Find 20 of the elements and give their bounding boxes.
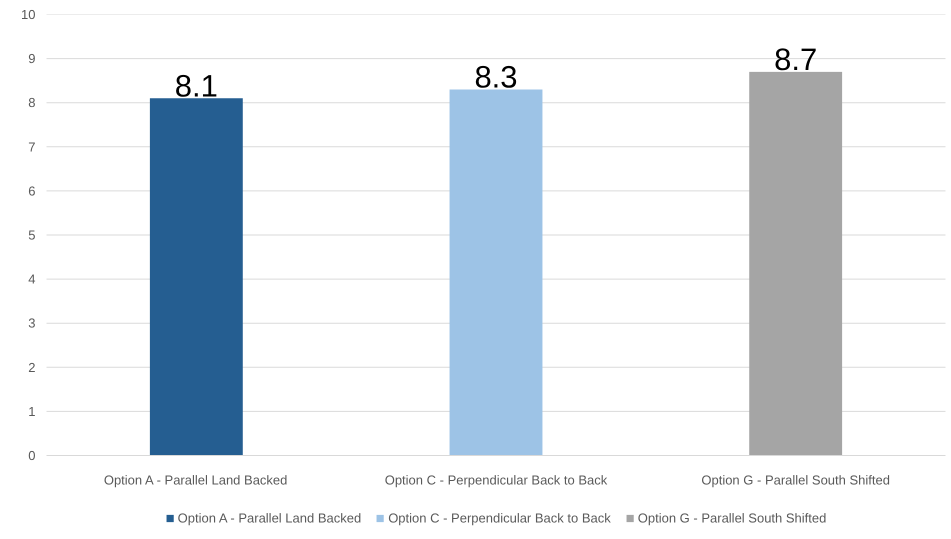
x-tick-label: Option A - Parallel Land Backed bbox=[104, 472, 288, 488]
legend-label: Option C - Perpendicular Back to Back bbox=[388, 510, 611, 526]
y-tick-label: 5 bbox=[28, 228, 36, 242]
data-label: 8.7 bbox=[774, 42, 818, 77]
y-tick-label: 2 bbox=[28, 360, 36, 375]
x-tick-label: Option C - Perpendicular Back to Back bbox=[384, 472, 608, 488]
y-tick-label: 4 bbox=[28, 272, 36, 287]
data-label: 8.1 bbox=[174, 68, 218, 104]
y-tick-label: 0 bbox=[28, 448, 36, 463]
y-tick-label: 1 bbox=[28, 404, 36, 419]
y-tick-label: 3 bbox=[28, 316, 36, 331]
y-tick-label: 8 bbox=[28, 95, 36, 110]
y-tick-label: 9 bbox=[28, 51, 36, 66]
x-tick-label: Option G - Parallel South Shifted bbox=[701, 472, 890, 488]
data-label: 8.3 bbox=[474, 59, 518, 94]
legend-label: Option G - Parallel South Shifted bbox=[638, 510, 826, 526]
legend-label: Option A - Parallel Land Backed bbox=[178, 510, 362, 526]
y-tick-label: 6 bbox=[28, 183, 36, 198]
y-tick-label: 10 bbox=[21, 7, 36, 22]
y-tick-label: 7 bbox=[28, 139, 36, 154]
